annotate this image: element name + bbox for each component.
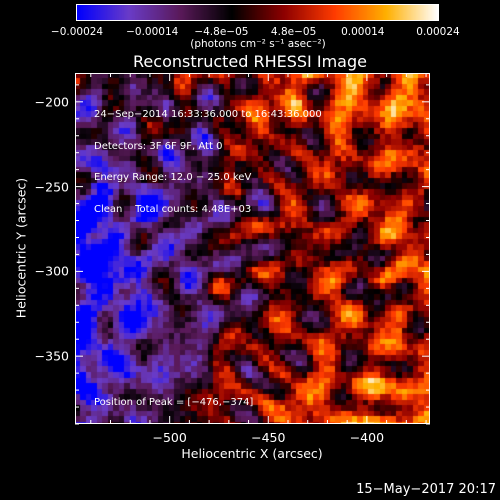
annotation-line: Detectors: 3F 6F 9F, Att 0 bbox=[94, 140, 223, 152]
colorbar-tick-label: −0.00024 bbox=[50, 26, 104, 38]
y-tick-label: −300 bbox=[34, 263, 69, 279]
x-tick-label: −500 bbox=[152, 430, 187, 445]
peak-position-label: Position of Peak = [−476,−374] bbox=[94, 397, 254, 408]
colorbar bbox=[76, 4, 439, 21]
annotation-line: Energy Range: 12.0 − 25.0 keV bbox=[94, 172, 252, 183]
x-tick-label: −450 bbox=[251, 430, 286, 445]
colorbar-units-label: (photons cm⁻² s⁻¹ asec⁻²) bbox=[190, 38, 326, 50]
colorbar-tick-label: 0.00014 bbox=[341, 26, 385, 38]
colorbar-tick-label: 0.00024 bbox=[416, 26, 460, 38]
colorbar-tick-label: −0.00014 bbox=[126, 26, 179, 38]
colorbar-tick-label: −4.8e−05 bbox=[194, 26, 249, 38]
annotation-line: 24−Sep−2014 16:33:36.000 to 16:43:36.000 bbox=[94, 109, 322, 120]
colorbar-tick-label: 4.8e−05 bbox=[270, 26, 317, 38]
y-tick-label: −350 bbox=[34, 348, 69, 364]
y-tick-label: −250 bbox=[34, 179, 69, 195]
annotation-line: Clean Total counts: 4.48E+03 bbox=[94, 203, 252, 215]
y-axis-label: Heliocentric Y (arcsec) bbox=[13, 177, 29, 319]
x-tick-label: −400 bbox=[349, 430, 385, 445]
annotation-block: 24−Sep−2014 16:33:36.000 to 16:43:36.000… bbox=[94, 89, 322, 226]
chart-title: Reconstructed RHESSI Image bbox=[133, 52, 367, 71]
heatmap-image bbox=[75, 73, 430, 424]
footer-date: 15−May−2017 20:17 bbox=[356, 482, 496, 497]
y-tick-label: −200 bbox=[34, 94, 69, 110]
x-axis-label: Heliocentric X (arcsec) bbox=[181, 446, 323, 461]
